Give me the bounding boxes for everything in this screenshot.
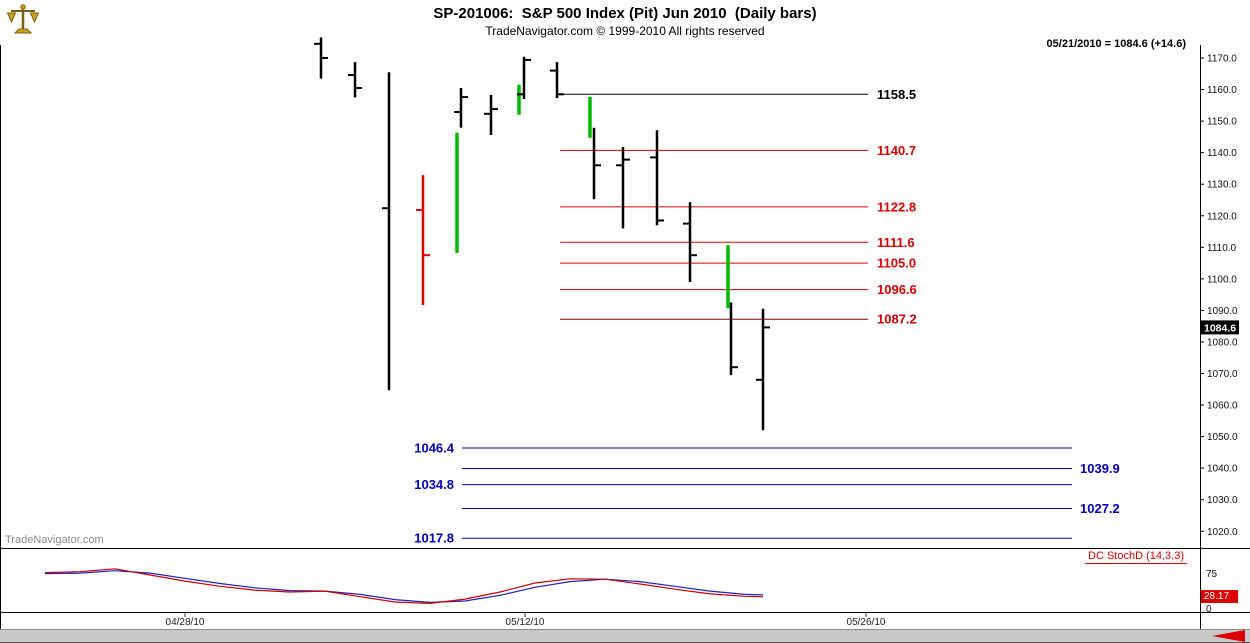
stochd-red-line xyxy=(44,568,764,605)
copyright-line: TradeNavigator.com © 1999-2010 All right… xyxy=(485,24,765,38)
stoch-last-value-badge: 28.17 xyxy=(1201,590,1238,603)
price-axis-label: 1120.0 xyxy=(1207,211,1237,222)
stochd-blue-line xyxy=(44,570,764,604)
price-axis-label: 1050.0 xyxy=(1207,432,1238,443)
price-axis-label: 1140.0 xyxy=(1207,148,1237,159)
level-price-label: 1158.5 xyxy=(877,87,916,102)
price-axis-label: 1080.0 xyxy=(1207,337,1238,348)
level-price-label: 1111.6 xyxy=(877,235,915,250)
balance-scale-logo-icon xyxy=(6,4,40,34)
watermark: TradeNavigator.com xyxy=(5,534,104,546)
balance-scale-logo-icon xyxy=(6,2,40,38)
price-axis-label: 1130.0 xyxy=(1207,180,1237,191)
last-quote-readout: 05/21/2010 = 1084.6 (+14.6) xyxy=(1046,38,1186,50)
level-price-label: 1140.7 xyxy=(877,143,916,158)
level-price-label: 1096.6 xyxy=(877,282,917,297)
price-axis-label: 1170.0 xyxy=(1207,54,1237,65)
price-axis-label: 1150.0 xyxy=(1207,117,1237,128)
target-price-label: 1017.8 xyxy=(414,531,454,546)
price-axis-label: 1110.0 xyxy=(1207,243,1237,254)
stoch-indicator-label[interactable]: DC StochD (14,3,3) xyxy=(1085,550,1187,564)
price-axis-label: 1030.0 xyxy=(1207,495,1238,506)
price-axis-label: 1090.0 xyxy=(1207,306,1238,317)
price-axis-label: 1020.0 xyxy=(1207,527,1238,538)
stoch-axis-75-label: 75 xyxy=(1206,569,1218,580)
scroll-left-arrow-icon[interactable] xyxy=(1212,630,1245,642)
level-price-label: 1087.2 xyxy=(877,312,917,327)
price-axis-label: 1100.0 xyxy=(1207,274,1237,285)
target-price-label: 1039.9 xyxy=(1080,461,1120,476)
price-axis-label: 1040.0 xyxy=(1207,464,1238,475)
stoch-axis-0-label: 0 xyxy=(1206,604,1212,615)
price-axis-label: 1070.0 xyxy=(1207,369,1238,380)
chart-title: SP-201006: S&P 500 Index (Pit) Jun 2010 … xyxy=(433,5,817,22)
last-price-badge xyxy=(1201,320,1239,335)
price-axis-label: 1160.0 xyxy=(1207,85,1237,96)
level-price-label: 1105.0 xyxy=(877,256,916,271)
target-price-label: 1046.4 xyxy=(414,441,455,456)
date-axis-label: 04/28/10 xyxy=(165,617,205,628)
target-price-label: 1034.8 xyxy=(414,477,454,492)
date-axis-label: 05/12/10 xyxy=(505,617,545,628)
date-axis-label: 05/26/10 xyxy=(846,617,886,628)
price-axis-label: 1060.0 xyxy=(1207,401,1238,412)
horizontal-scrollbar[interactable] xyxy=(0,629,1250,643)
target-price-label: 1027.2 xyxy=(1080,501,1120,516)
level-price-label: 1122.8 xyxy=(877,199,916,214)
last-price-badge-text: 1084.6 xyxy=(1204,322,1236,334)
